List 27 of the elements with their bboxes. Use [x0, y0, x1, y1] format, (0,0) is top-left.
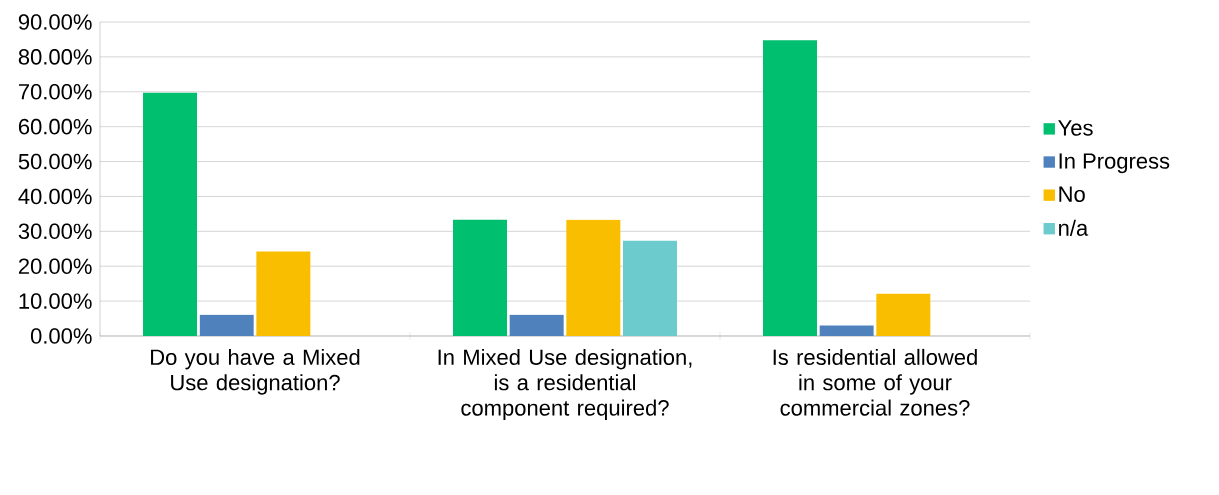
- y-tick-label: 60.00%: [18, 118, 92, 135]
- y-tick-label: 70.00%: [18, 83, 92, 100]
- bar: [256, 251, 311, 336]
- bar: [763, 40, 818, 336]
- legend-label: n/a: [1059, 219, 1089, 236]
- bar: [876, 293, 931, 336]
- x-tick-label: In Mixed Use designation, is a residential component required?: [438, 348, 692, 421]
- bar: [566, 219, 621, 336]
- bar: [509, 314, 564, 336]
- bar: [623, 240, 678, 336]
- legend-label: Yes: [1058, 120, 1093, 136]
- bar: [819, 325, 874, 336]
- legend-label: No: [1059, 186, 1085, 202]
- bar: [453, 219, 508, 336]
- y-tick-label: 50.00%: [18, 153, 92, 170]
- y-tick-label: 40.00%: [18, 188, 92, 205]
- y-tick-label: 20.00%: [18, 258, 92, 274]
- bar: [199, 314, 254, 336]
- y-tick-label: 90.00%: [18, 14, 92, 30]
- y-tick-label: 30.00%: [18, 223, 92, 240]
- bar: [143, 92, 198, 336]
- legend-label: In Progress: [1059, 153, 1170, 174]
- y-tick-label: 10.00%: [19, 293, 92, 309]
- x-tick-label: Do you have a Mixed Use designation?: [151, 348, 360, 395]
- y-tick-label: 0.00%: [30, 328, 92, 344]
- x-tick-label: Is residential allowed in some of your commercial zones?: [773, 348, 977, 416]
- y-tick-label: 80.00%: [18, 49, 92, 65]
